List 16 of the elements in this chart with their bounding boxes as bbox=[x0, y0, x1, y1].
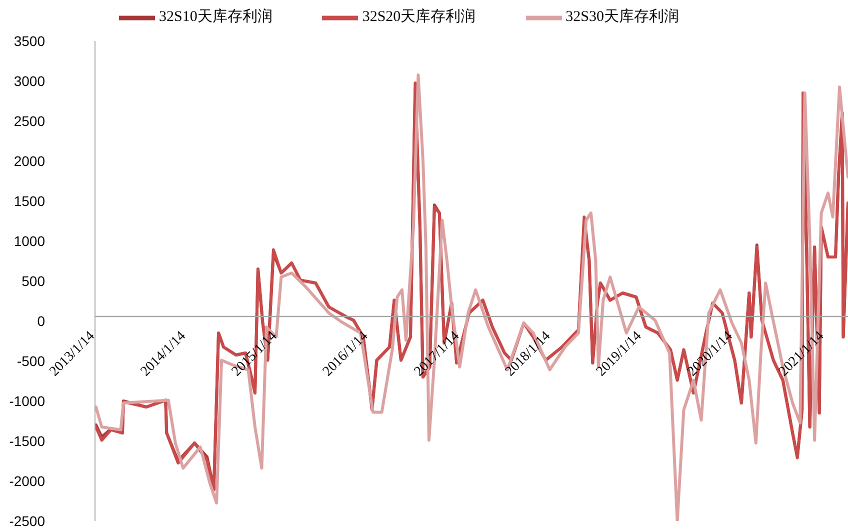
y-tick-label: 500 bbox=[22, 272, 46, 289]
y-tick-label: 3500 bbox=[14, 32, 46, 49]
legend-label: 32S30天库存利润 bbox=[566, 9, 680, 26]
y-tick-label: -2500 bbox=[9, 512, 46, 529]
y-tick-label: -500 bbox=[16, 352, 46, 369]
y-tick-label: 0 bbox=[37, 312, 46, 329]
y-tick-label: -1500 bbox=[9, 432, 46, 449]
legend-label: 32S10天库存利润 bbox=[158, 9, 272, 26]
y-tick-label: 3000 bbox=[14, 72, 46, 89]
y-tick-label: 2500 bbox=[14, 112, 46, 129]
y-tick-label: -2000 bbox=[9, 472, 46, 489]
y-tick-label: 1500 bbox=[14, 192, 46, 209]
y-tick-label: -1000 bbox=[9, 392, 46, 409]
y-tick-label: 1000 bbox=[14, 232, 46, 249]
legend-label: 32S20天库存利润 bbox=[362, 9, 476, 26]
y-tick-label: 2000 bbox=[14, 152, 46, 169]
